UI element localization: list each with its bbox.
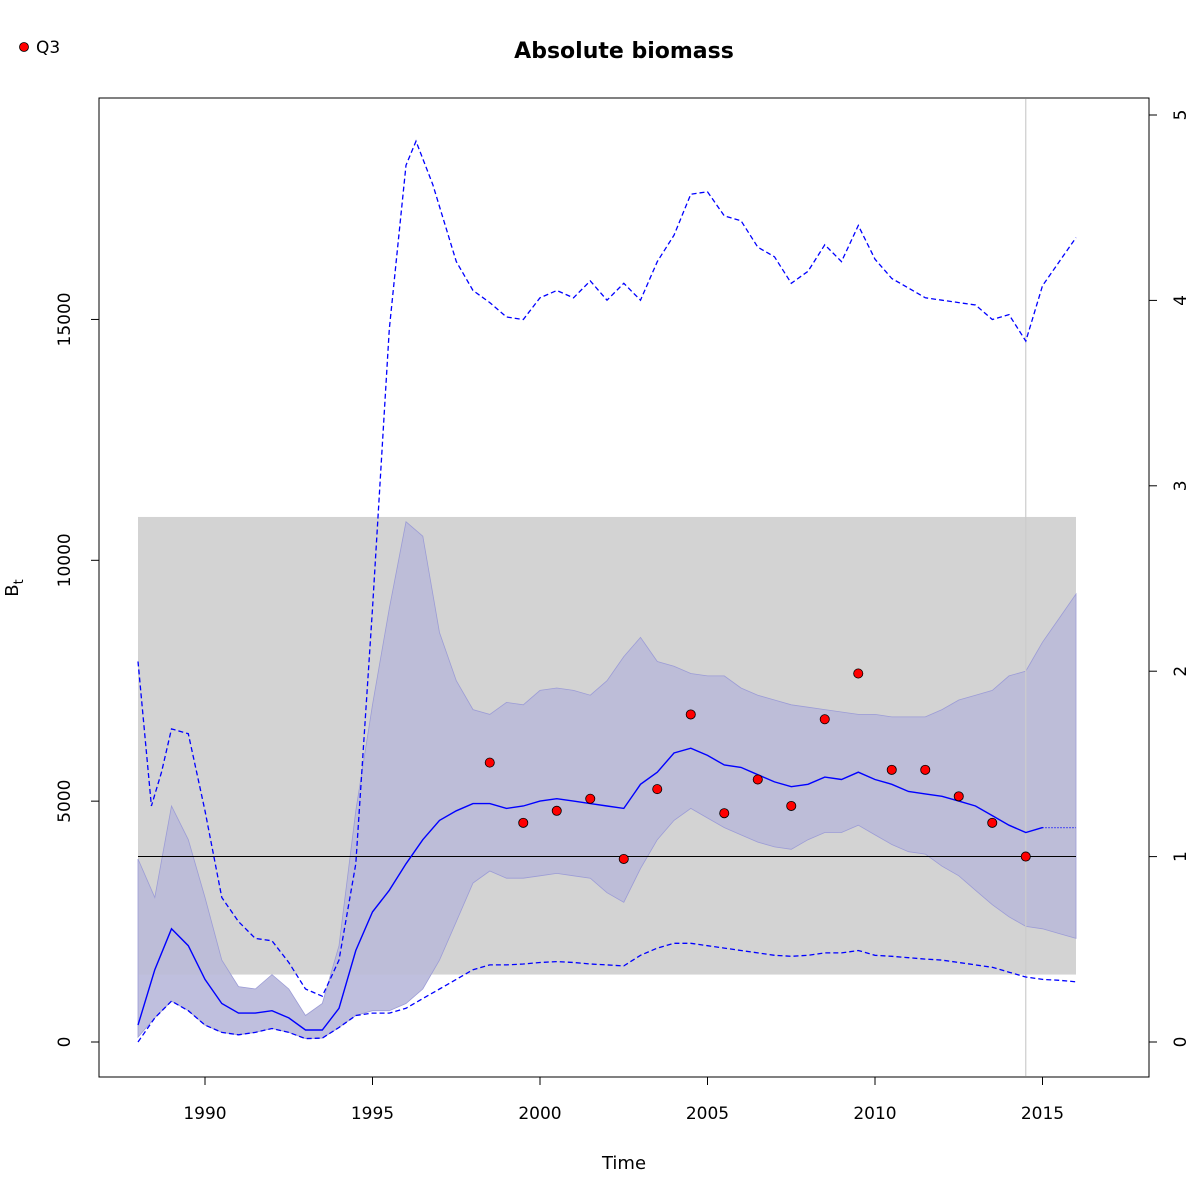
q3-point (484, 757, 495, 768)
y2-tick-label: 2 (1171, 666, 1191, 677)
x-tick-label: 2005 (686, 1104, 729, 1124)
y-axis-label-main: B (2, 584, 23, 596)
x-tick-label: 2015 (1021, 1104, 1064, 1124)
q3-point (618, 853, 629, 864)
y-axis-label: Bt (2, 579, 27, 596)
chart-title: Absolute biomass (514, 39, 734, 64)
plot-area (137, 99, 1077, 1076)
y-axis-left: 0 5000 10000 15000 (55, 292, 100, 1048)
y2-tick-label: 1 (1171, 851, 1191, 862)
x-tick-label: 2010 (853, 1104, 896, 1124)
y2-tick-label: 3 (1171, 480, 1191, 491)
x-tick-label: 1995 (351, 1104, 394, 1124)
q3-point (987, 817, 998, 828)
y2-tick-label: 0 (1171, 1037, 1191, 1048)
x-tick-label: 2000 (518, 1104, 561, 1124)
legend-marker-q3 (19, 42, 29, 52)
y-tick-label: 15000 (55, 292, 75, 346)
q3-point (518, 817, 529, 828)
q3-point (1020, 851, 1031, 862)
y-tick-label: 0 (55, 1037, 75, 1048)
y-tick-label: 10000 (55, 533, 75, 587)
legend-label-q3: Q3 (36, 38, 60, 58)
y-tick-label: 5000 (55, 780, 75, 823)
legend: Q3 (19, 38, 60, 58)
ci-band (137, 521, 1077, 1040)
y2-tick-label: 5 (1171, 110, 1191, 121)
q3-point (752, 774, 763, 785)
q3-point (585, 793, 596, 804)
q3-point (685, 709, 696, 720)
q3-point (652, 784, 663, 795)
q3-point (786, 800, 797, 811)
q3-point (920, 764, 931, 775)
q3-point (853, 668, 864, 679)
x-tick-label: 1990 (183, 1104, 226, 1124)
y-axis-right: 0 1 2 3 4 5 (1148, 110, 1191, 1048)
q3-point (886, 764, 897, 775)
q3-point (719, 808, 730, 819)
x-axis-label: Time (601, 1153, 646, 1174)
x-axis: 1990 1995 2000 2005 2010 2015 (183, 1076, 1064, 1124)
q3-point (953, 791, 964, 802)
upper-dashed-line (137, 139, 1077, 998)
y2-tick-label: 4 (1171, 295, 1191, 306)
y-axis-label-subscript: t (12, 579, 27, 584)
q3-point (551, 805, 562, 816)
lower-dashed-line (137, 942, 1077, 1043)
q3-point (819, 714, 830, 725)
